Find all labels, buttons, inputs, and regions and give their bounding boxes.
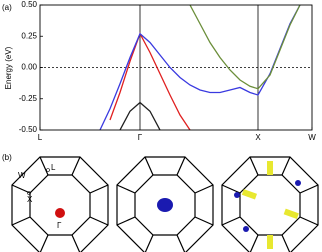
plot-frame bbox=[39, 4, 313, 131]
panel-label: (a) bbox=[2, 3, 12, 12]
brillouin-zone bbox=[11, 156, 109, 252]
brillouin-zones: W X L Γ bbox=[11, 156, 319, 252]
band-line bbox=[189, 5, 301, 90]
point-label: L bbox=[51, 163, 56, 172]
x-tick-label: L bbox=[38, 133, 43, 142]
point-label: W bbox=[18, 171, 26, 180]
y-tick-label: 0.50 bbox=[21, 0, 37, 9]
plot: 0.50 0.25 0.00 -0.25 -0.50L Γ X W bbox=[19, 0, 316, 142]
brillouin-zone bbox=[116, 156, 214, 252]
x-tick-label: Γ bbox=[138, 133, 143, 142]
y-axis-label: Energy (eV) bbox=[4, 46, 13, 89]
x-tick-label: X bbox=[255, 133, 261, 142]
band-line bbox=[119, 101, 161, 130]
x-tick-label: W bbox=[308, 133, 316, 142]
band-line bbox=[99, 5, 301, 130]
panel-label: (b) bbox=[2, 153, 12, 162]
y-tick-label: 0.25 bbox=[21, 31, 37, 40]
y-tick-label: -0.50 bbox=[19, 125, 38, 134]
y-tick-label: -0.25 bbox=[19, 94, 38, 103]
point-label: X bbox=[27, 195, 33, 204]
brillouin-zone bbox=[221, 156, 319, 252]
point-label: Γ bbox=[57, 221, 62, 230]
band-line bbox=[109, 32, 191, 130]
y-tick-label: 0.00 bbox=[21, 63, 37, 72]
